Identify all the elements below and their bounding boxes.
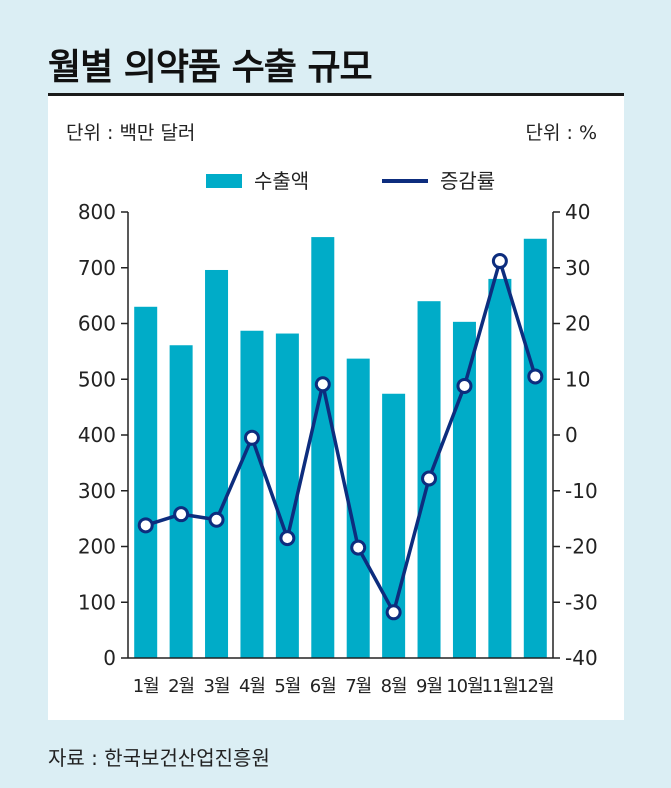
source-note: 자료 : 한국보건산업진흥원 — [48, 746, 270, 770]
right-tick-label: 30 — [565, 256, 590, 280]
x-tick-label: 1월 — [133, 676, 159, 697]
growth-point-2 — [173, 506, 190, 523]
growth-point-8 — [385, 604, 402, 621]
growth-point-9 — [421, 470, 438, 487]
x-tick-label: 11월 — [482, 676, 518, 697]
right-tick-label: -10 — [565, 479, 598, 503]
chart-title: 월별 의약품 수출 규모 — [48, 47, 373, 88]
bar-3 — [205, 269, 229, 658]
title-divider — [48, 93, 624, 96]
left-tick-label: 100 — [78, 590, 116, 614]
right-tick-label: -20 — [565, 535, 598, 559]
growth-point-6 — [314, 376, 331, 393]
bar-4 — [240, 330, 264, 658]
legend-bar-swatch — [206, 174, 242, 188]
x-tick-label: 6월 — [310, 676, 336, 697]
right-tick-label: 0 — [565, 423, 578, 447]
x-tick-label: 5월 — [274, 676, 300, 697]
right-tick-label: 20 — [565, 312, 590, 336]
growth-point-12 — [527, 368, 544, 385]
growth-point-3 — [208, 511, 225, 528]
left-tick-label: 500 — [78, 367, 116, 391]
growth-point-11 — [491, 253, 508, 270]
bar-5 — [275, 333, 299, 658]
growth-point-7 — [350, 539, 367, 556]
left-tick-label: 300 — [78, 479, 116, 503]
legend-line-label: 증감률 — [440, 169, 495, 193]
right-tick-label: 10 — [565, 367, 590, 391]
x-tick-label: 12월 — [517, 676, 553, 697]
legend-bar-label: 수출액 — [254, 169, 309, 193]
bar-6 — [311, 237, 335, 658]
right-tick-label: 40 — [565, 200, 590, 224]
left-tick-label: 600 — [78, 312, 116, 336]
growth-rate-line — [145, 259, 537, 615]
x-tick-label: 10월 — [446, 676, 482, 697]
left-tick-label: 0 — [103, 646, 116, 670]
x-tick-label: 3월 — [204, 676, 230, 697]
growth-point-10 — [456, 377, 473, 394]
bar-12 — [523, 238, 547, 658]
x-tick-label: 9월 — [416, 676, 442, 697]
left-tick-label: 800 — [78, 200, 116, 224]
x-tick-label: 2월 — [168, 676, 194, 697]
right-tick-label: -30 — [565, 590, 598, 614]
bar-11 — [488, 278, 512, 658]
left-tick-label: 400 — [78, 423, 116, 447]
growth-point-5 — [279, 530, 296, 547]
right-tick-label: -40 — [565, 646, 598, 670]
x-tick-label: 8월 — [381, 676, 407, 697]
bar-2 — [169, 345, 193, 658]
left-unit-label: 단위 : 백만 달러 — [66, 122, 196, 144]
right-unit-label: 단위 : % — [525, 122, 598, 144]
left-tick-label: 700 — [78, 256, 116, 280]
growth-point-4 — [243, 429, 260, 446]
bar-1 — [134, 306, 158, 658]
bar-7 — [346, 358, 370, 658]
growth-point-1 — [137, 517, 154, 534]
x-tick-label: 7월 — [345, 676, 371, 697]
bar-10 — [452, 321, 476, 658]
x-tick-label: 4월 — [239, 676, 265, 697]
left-tick-label: 200 — [78, 535, 116, 559]
